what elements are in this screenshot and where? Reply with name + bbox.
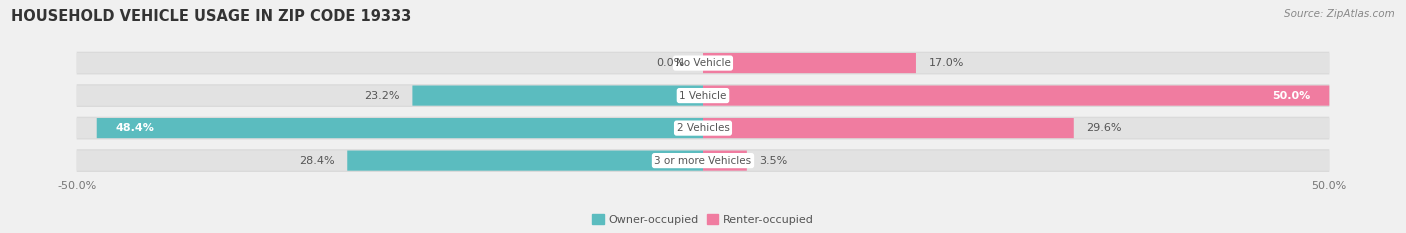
FancyBboxPatch shape xyxy=(77,117,1329,140)
Text: 2 Vehicles: 2 Vehicles xyxy=(676,123,730,133)
Text: 1 Vehicle: 1 Vehicle xyxy=(679,91,727,101)
FancyBboxPatch shape xyxy=(77,52,1329,75)
Text: 23.2%: 23.2% xyxy=(364,91,399,101)
Text: No Vehicle: No Vehicle xyxy=(675,58,731,68)
Text: 50.0%: 50.0% xyxy=(1272,91,1310,101)
Text: Source: ZipAtlas.com: Source: ZipAtlas.com xyxy=(1284,9,1395,19)
FancyBboxPatch shape xyxy=(412,86,703,106)
FancyBboxPatch shape xyxy=(77,53,1329,73)
Text: 50.0%: 50.0% xyxy=(1312,181,1347,191)
FancyBboxPatch shape xyxy=(347,151,703,171)
FancyBboxPatch shape xyxy=(77,149,1329,172)
Text: 28.4%: 28.4% xyxy=(299,156,335,166)
FancyBboxPatch shape xyxy=(703,86,1329,106)
FancyBboxPatch shape xyxy=(703,118,1074,138)
Text: 0.0%: 0.0% xyxy=(657,58,685,68)
Text: 29.6%: 29.6% xyxy=(1087,123,1122,133)
Text: HOUSEHOLD VEHICLE USAGE IN ZIP CODE 19333: HOUSEHOLD VEHICLE USAGE IN ZIP CODE 1933… xyxy=(11,9,412,24)
FancyBboxPatch shape xyxy=(77,151,1329,171)
FancyBboxPatch shape xyxy=(703,151,747,171)
Text: 3 or more Vehicles: 3 or more Vehicles xyxy=(654,156,752,166)
Text: 17.0%: 17.0% xyxy=(928,58,965,68)
FancyBboxPatch shape xyxy=(77,84,1329,107)
Legend: Owner-occupied, Renter-occupied: Owner-occupied, Renter-occupied xyxy=(588,210,818,229)
Text: 3.5%: 3.5% xyxy=(759,156,787,166)
FancyBboxPatch shape xyxy=(97,118,703,138)
Text: -50.0%: -50.0% xyxy=(58,181,97,191)
FancyBboxPatch shape xyxy=(77,118,1329,138)
FancyBboxPatch shape xyxy=(77,86,1329,106)
Text: 48.4%: 48.4% xyxy=(115,123,155,133)
FancyBboxPatch shape xyxy=(703,53,915,73)
